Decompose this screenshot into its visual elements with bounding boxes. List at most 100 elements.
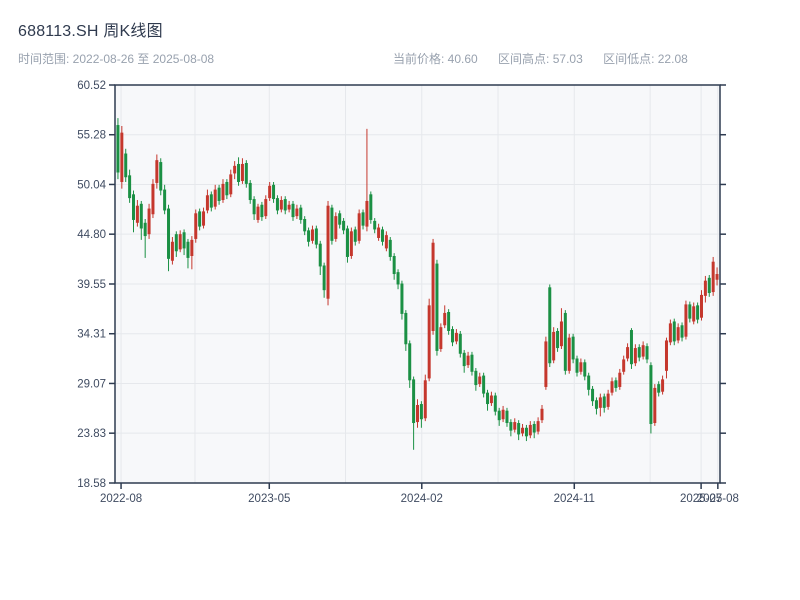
candle-body bbox=[248, 182, 252, 201]
candle-body bbox=[466, 355, 470, 366]
candle-body bbox=[614, 380, 618, 388]
candle-body bbox=[233, 165, 237, 174]
candle-body bbox=[482, 375, 486, 394]
candle-body bbox=[493, 395, 497, 412]
y-tick-label: 18.58 bbox=[77, 478, 106, 490]
candle-body bbox=[400, 283, 404, 314]
candle-body bbox=[641, 345, 645, 357]
candle-body bbox=[373, 220, 377, 230]
candle-body bbox=[699, 294, 703, 318]
page-title: 688113.SH 周K线图 bbox=[18, 23, 163, 40]
y-tick-label: 60.52 bbox=[77, 80, 106, 92]
candle-body bbox=[427, 305, 431, 379]
candle-body bbox=[435, 263, 439, 351]
x-tick-label: 2023-05 bbox=[248, 493, 290, 505]
candle-body bbox=[598, 397, 602, 408]
candle-body bbox=[307, 230, 311, 242]
candle-body bbox=[135, 205, 139, 223]
candle-body bbox=[633, 348, 637, 364]
candle-body bbox=[536, 421, 540, 432]
candle-body bbox=[412, 379, 416, 424]
candle-body bbox=[454, 332, 458, 342]
candle-body bbox=[556, 330, 560, 349]
candle-body bbox=[707, 277, 711, 294]
candle-body bbox=[139, 203, 143, 229]
y-tick-label: 55.28 bbox=[77, 130, 106, 142]
candle-body bbox=[147, 208, 151, 235]
candle-body bbox=[221, 183, 225, 201]
candle-body bbox=[365, 200, 369, 227]
candle-body bbox=[672, 321, 676, 342]
candle-body bbox=[186, 241, 190, 258]
candle-body bbox=[587, 375, 591, 390]
candle-body bbox=[688, 304, 692, 319]
candle-body bbox=[338, 213, 342, 225]
candle-body bbox=[268, 185, 272, 199]
candle-body bbox=[509, 422, 513, 431]
candle-body bbox=[474, 370, 478, 386]
candle-body bbox=[318, 243, 322, 267]
candle-body bbox=[439, 327, 443, 350]
candle-body bbox=[649, 365, 653, 424]
candle-body bbox=[637, 347, 641, 358]
candle-body bbox=[182, 232, 186, 249]
y-tick-label: 23.83 bbox=[77, 428, 106, 440]
candle-body bbox=[676, 327, 680, 341]
candle-body bbox=[517, 423, 521, 435]
candle-body bbox=[629, 330, 633, 365]
candle-body bbox=[563, 312, 567, 371]
candle-body bbox=[237, 163, 241, 182]
candle-body bbox=[431, 242, 435, 331]
y-tick-label: 34.31 bbox=[77, 329, 106, 341]
candle-body bbox=[419, 404, 423, 420]
candle-body bbox=[715, 274, 719, 280]
candle-body bbox=[279, 200, 283, 210]
candle-body bbox=[591, 388, 595, 402]
candle-body bbox=[594, 400, 598, 409]
candle-body bbox=[198, 211, 202, 227]
candlestick-chart: 60.52 55.28 50.04 44.80 39.55 34.31 29.07 23.83… bbox=[77, 80, 739, 505]
candle-body bbox=[384, 235, 388, 249]
candle-body bbox=[544, 341, 548, 387]
candle-body bbox=[170, 241, 174, 261]
range-high: 区间高点: 57.03 bbox=[498, 52, 583, 66]
candle-body bbox=[583, 362, 587, 377]
y-tick-label: 44.80 bbox=[77, 229, 106, 241]
candle-body bbox=[299, 207, 303, 220]
candle-body bbox=[653, 387, 657, 424]
candle-body bbox=[357, 213, 361, 241]
candle-body bbox=[497, 410, 501, 421]
candle-body bbox=[711, 261, 715, 293]
candle-body bbox=[528, 424, 532, 436]
candle-body bbox=[178, 234, 182, 250]
y-tick-label: 39.55 bbox=[77, 279, 106, 291]
candle-body bbox=[703, 280, 707, 296]
candle-body bbox=[353, 229, 357, 242]
candle-body bbox=[322, 265, 326, 291]
candle-body bbox=[443, 312, 447, 326]
candle-body bbox=[521, 427, 525, 434]
candle-body bbox=[684, 304, 688, 337]
x-tick-label: 2024-11 bbox=[554, 493, 595, 505]
candle-body bbox=[668, 323, 672, 343]
candle-body bbox=[334, 216, 338, 239]
candle-body bbox=[532, 423, 536, 433]
current-price: 当前价格: 40.60 bbox=[393, 52, 478, 66]
candle-body bbox=[396, 272, 400, 285]
y-tick-label: 50.04 bbox=[77, 179, 106, 191]
candle-body bbox=[377, 227, 381, 238]
candle-body bbox=[524, 427, 528, 437]
candle-body bbox=[692, 306, 696, 322]
candle-body bbox=[213, 189, 217, 207]
candle-body bbox=[283, 199, 287, 211]
candle-body bbox=[602, 396, 606, 408]
candle-body bbox=[310, 229, 314, 241]
candle-body bbox=[388, 239, 392, 257]
candle-body bbox=[408, 343, 412, 381]
date-range-subtitle: 时间范围: 2022-08-26 至 2025-08-08 bbox=[18, 52, 215, 66]
candle-body bbox=[275, 198, 279, 211]
price-info: 当前价格: 40.60 区间高点: 57.03 区间低点: 22.08 bbox=[393, 50, 688, 67]
candle-body bbox=[264, 199, 268, 217]
candle-body bbox=[610, 381, 614, 393]
candle-body bbox=[287, 204, 291, 210]
